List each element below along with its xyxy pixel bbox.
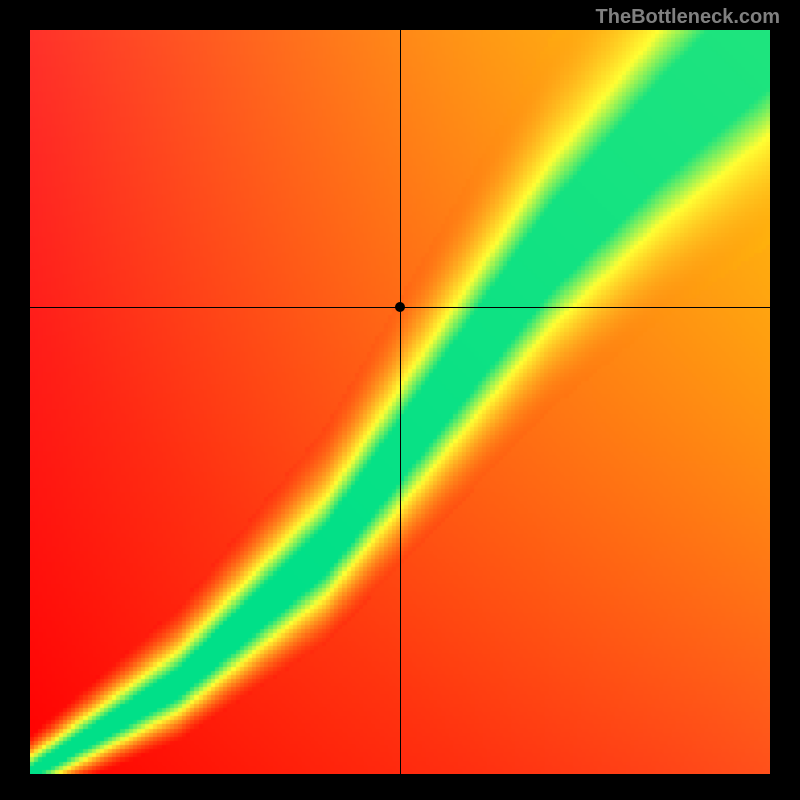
crosshair-vertical xyxy=(400,30,401,774)
chart-container: TheBottleneck.com xyxy=(0,0,800,800)
data-point-marker xyxy=(395,302,405,312)
watermark-text: TheBottleneck.com xyxy=(596,6,780,29)
heatmap-area xyxy=(30,30,770,774)
